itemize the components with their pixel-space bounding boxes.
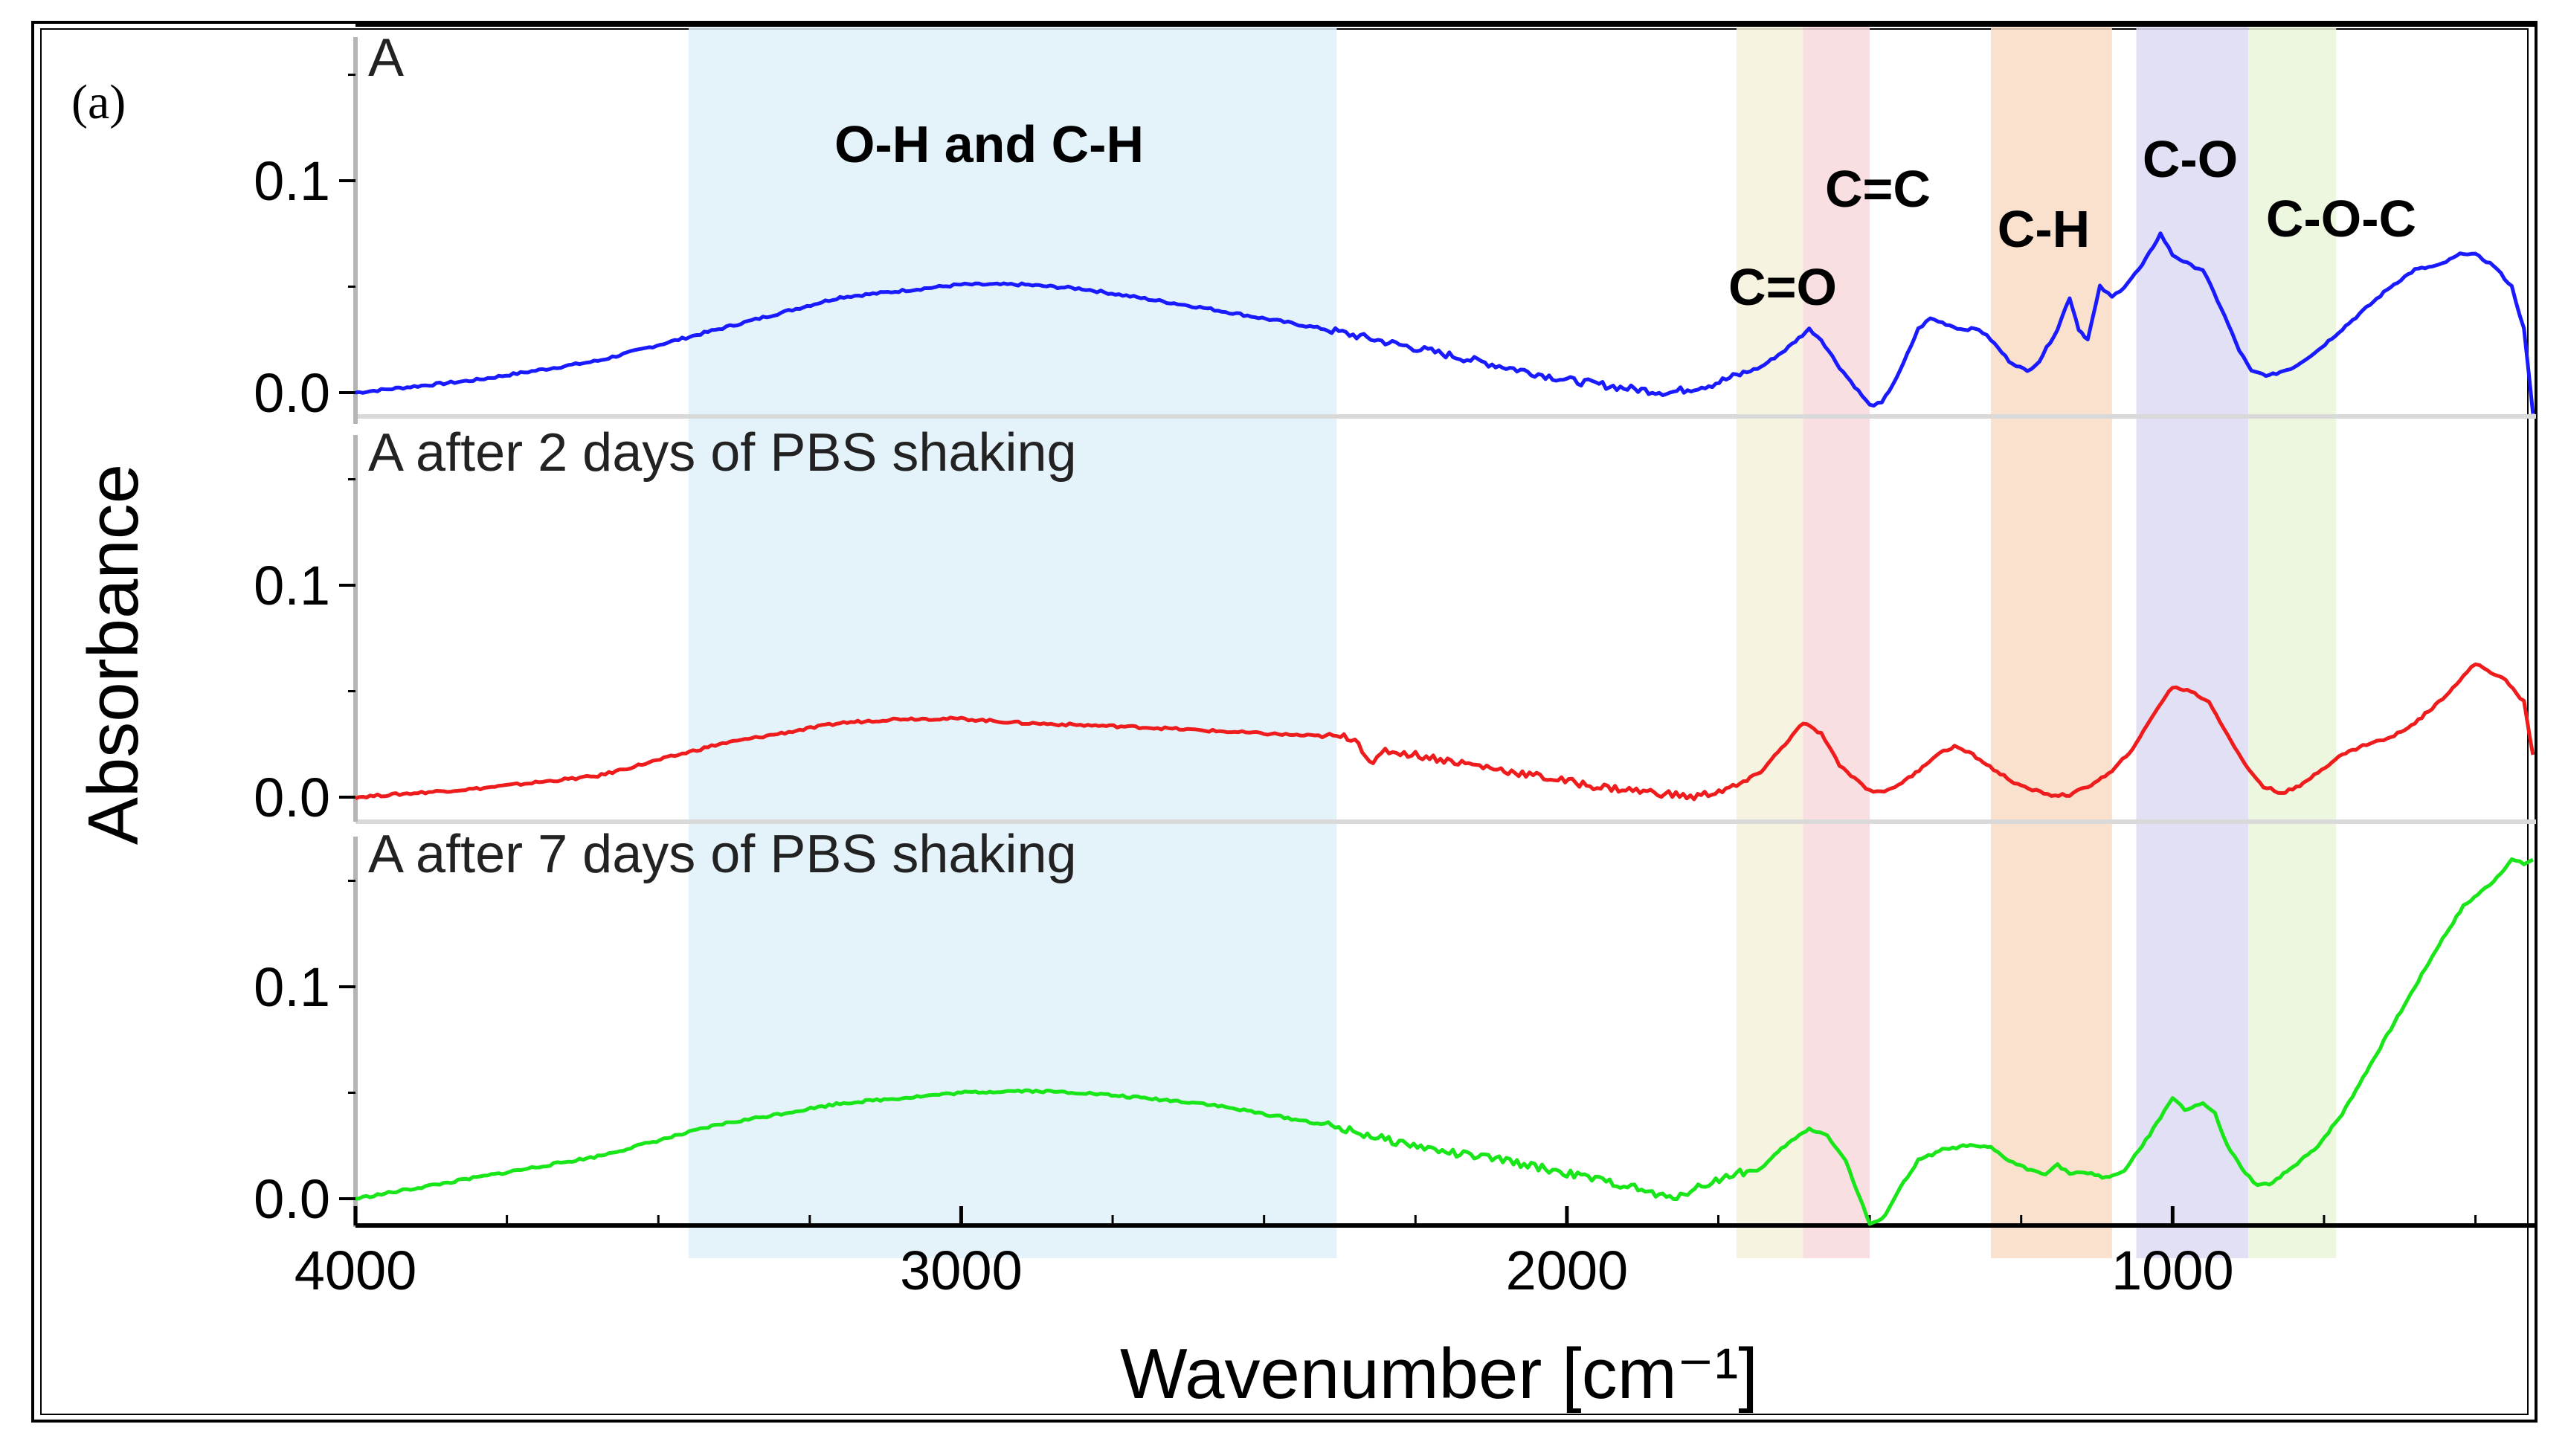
band-label-c-h: C-H: [1998, 200, 2090, 258]
x-tick-label: 3000: [900, 1240, 1023, 1301]
panel-title-3: A after 7 days of PBS shaking: [368, 825, 1077, 884]
band-label-c-c: C=C: [1825, 160, 1931, 218]
y-tick-label: 0.0: [254, 767, 330, 828]
y-tick-label: 0.0: [254, 362, 330, 424]
band-c-o-c: [2248, 22, 2337, 1258]
x-tick-label: 1000: [2111, 1240, 2234, 1301]
x-axis-title: Wavenumber [cm⁻¹]: [1120, 1334, 1758, 1414]
y-tick-label: 0.1: [254, 956, 330, 1018]
band-o-h-and-c-h: [688, 22, 1337, 1258]
panel-label: (a): [71, 75, 126, 129]
x-tick-label: 2000: [1506, 1240, 1629, 1301]
band-c-o: [2136, 22, 2249, 1258]
band-c-h: [1991, 22, 2112, 1258]
panel-title-1: A: [368, 28, 404, 88]
x-tick-label: 4000: [295, 1240, 417, 1301]
series-line-1: [355, 231, 2535, 414]
panel-title-2: A after 2 days of PBS shaking: [368, 423, 1077, 483]
y-axis-title: Absorbance: [74, 464, 153, 845]
band-c-c: [1803, 22, 1870, 1258]
band-c-o: [1736, 22, 1803, 1258]
y-tick-label: 0.1: [254, 150, 330, 212]
band-label-c-o: C-O: [2143, 130, 2238, 188]
band-label-c-o-c: C-O-C: [2266, 190, 2416, 248]
y-tick-label: 0.0: [254, 1168, 330, 1230]
y-tick-label: 0.1: [254, 555, 330, 616]
band-label-o-h-and-c-h: O-H and C-H: [834, 115, 1144, 173]
band-label-c-o: C=O: [1728, 258, 1837, 316]
series-line-3: [355, 857, 2535, 1226]
series-line-2: [355, 662, 2535, 802]
